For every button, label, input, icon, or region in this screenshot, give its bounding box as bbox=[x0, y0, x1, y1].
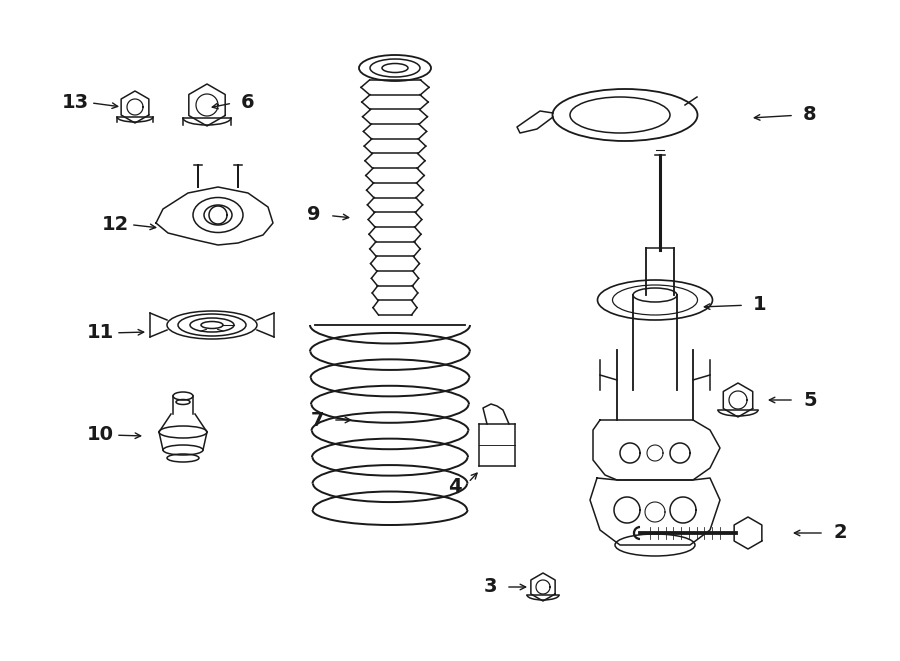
Text: 4: 4 bbox=[448, 477, 462, 496]
Text: 11: 11 bbox=[86, 323, 113, 342]
Text: 12: 12 bbox=[102, 215, 129, 233]
Text: 9: 9 bbox=[307, 206, 320, 225]
Text: 10: 10 bbox=[86, 426, 113, 444]
Text: 2: 2 bbox=[833, 524, 847, 543]
Text: 8: 8 bbox=[803, 106, 817, 124]
Text: 3: 3 bbox=[483, 578, 497, 596]
Text: 7: 7 bbox=[310, 410, 324, 430]
Text: 1: 1 bbox=[753, 295, 767, 315]
Text: 5: 5 bbox=[803, 391, 817, 410]
Text: 13: 13 bbox=[61, 93, 88, 112]
Text: 6: 6 bbox=[241, 93, 255, 112]
